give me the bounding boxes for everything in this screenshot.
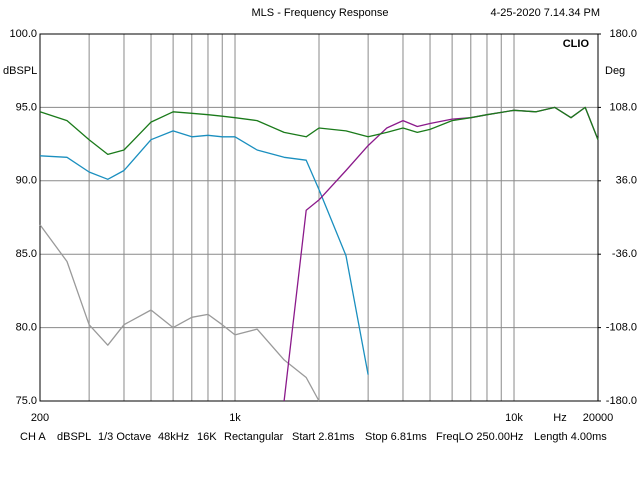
y-axis-label: dBSPL (3, 65, 37, 77)
status-item: Length 4.00ms (534, 431, 607, 443)
x-tick-label: 20000 (583, 412, 614, 424)
x-tick-label: 1k (229, 412, 241, 424)
x-tick-label: 10k (505, 412, 523, 424)
status-item: 1/3 Octave (98, 431, 151, 443)
y-tick-label: 85.0 (16, 248, 37, 260)
series-line (39, 106, 599, 156)
status-item: Start 2.81ms (292, 431, 355, 443)
y-tick-label: 75.0 (16, 395, 37, 407)
status-item: Stop 6.81ms (365, 431, 427, 443)
x-tick-label: 200 (31, 412, 49, 424)
y2-tick-label: 108.0 (609, 101, 637, 113)
y2-tick-label: -36.0 (612, 248, 637, 260)
status-item: CH A (20, 431, 46, 443)
status-item: 16K (197, 431, 217, 443)
y2-axis-label: Deg (605, 65, 625, 77)
y2-tick-label: -108.0 (606, 322, 637, 334)
y2-tick-label: -180.0 (606, 395, 637, 407)
y-tick-label: 80.0 (16, 322, 37, 334)
series-line (39, 224, 320, 402)
y-tick-label: 100.0 (9, 28, 37, 40)
status-item: dBSPL (57, 431, 91, 443)
status-item: FreqLO 250.00Hz (436, 431, 523, 443)
y-tick-label: 90.0 (16, 175, 37, 187)
y2-tick-label: 180.0 (609, 28, 637, 40)
status-item: 48kHz (158, 431, 189, 443)
status-item: Rectangular (224, 431, 284, 443)
chart-title: MLS - Frequency Response (252, 7, 389, 19)
brand: CLIO (563, 38, 590, 50)
y-tick-label: 95.0 (16, 101, 37, 113)
timestamp: 4-25-2020 7.14.34 PM (491, 7, 600, 19)
x-axis-label: Hz (553, 412, 566, 424)
series-line (39, 130, 369, 375)
y2-tick-label: 36.0 (616, 175, 637, 187)
